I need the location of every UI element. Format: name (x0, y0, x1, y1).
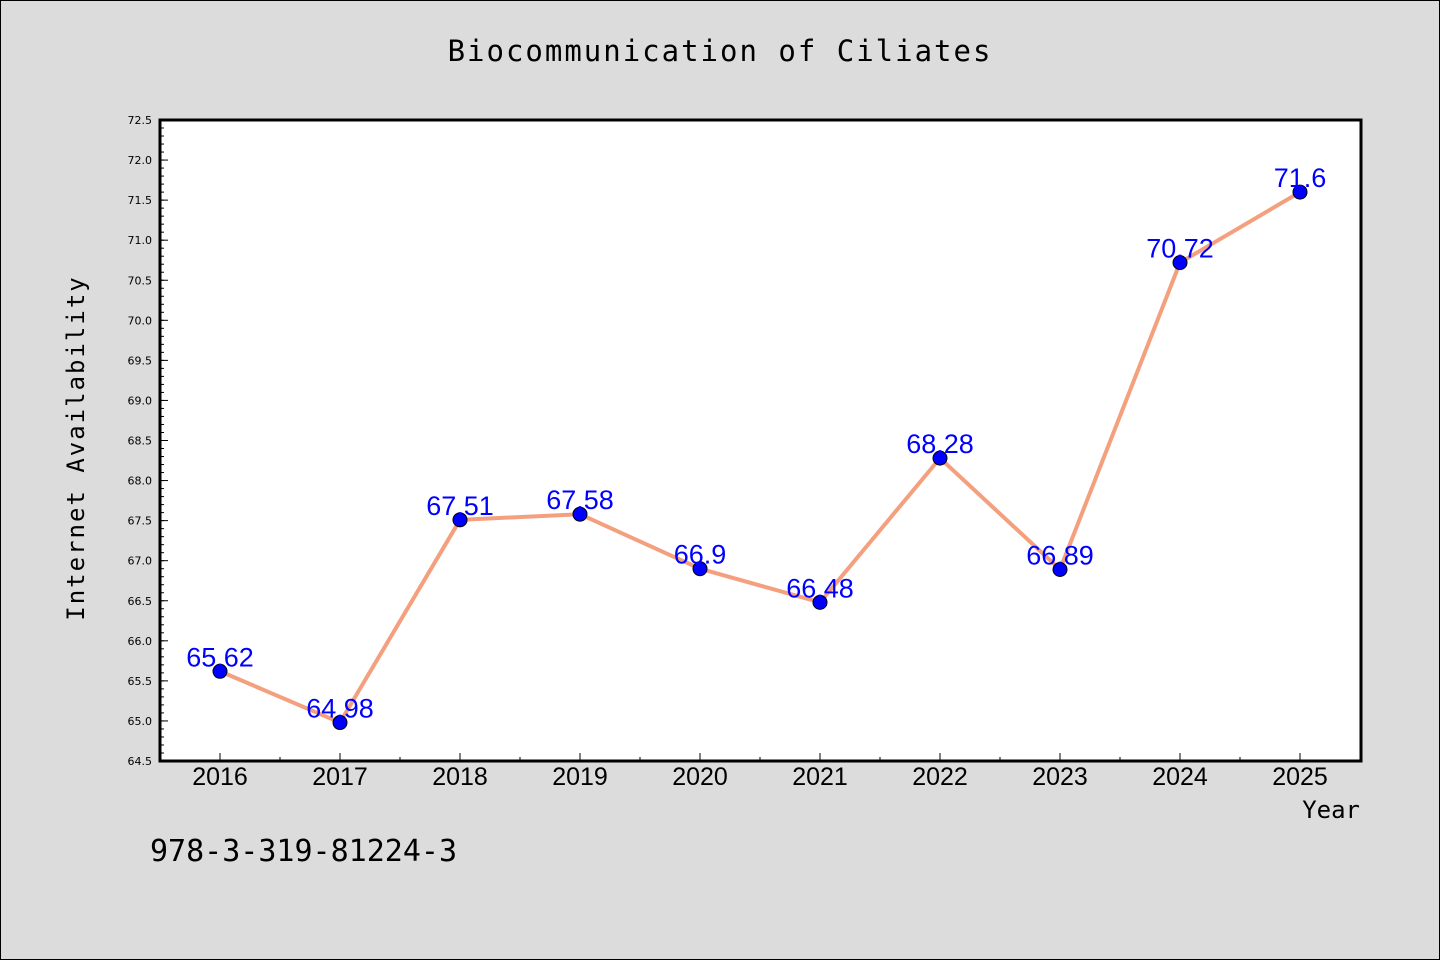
data-label: 64.98 (306, 694, 374, 724)
y-tick-label: 67.0 (128, 555, 153, 568)
y-axis: 64.5 65.0 65.5 66.0 66.5 67.0 67.5 68.0 68.5 69.0… (128, 114, 168, 768)
y-tick-label: 70.0 (128, 314, 153, 327)
isbn-caption: 978-3-319-81224-3 (150, 834, 458, 869)
data-point (572, 506, 588, 522)
y-tick-label: 65.0 (128, 715, 153, 728)
data-point (1052, 562, 1068, 578)
data-label: 66.48 (786, 573, 854, 603)
data-label: 66.9 (674, 540, 727, 570)
y-tick-label: 69.5 (128, 354, 153, 367)
data-point (452, 512, 468, 528)
data-point (332, 715, 348, 731)
x-axis: 2016 2017 2018 2019 2020 2021 2022 2023 2024 2025 (192, 753, 1361, 791)
series-layer: 65.62 64.98 67.51 67.58 66.9 66.48 68.28 66.89 7… (186, 163, 1327, 731)
y-tick-label: 72.0 (128, 154, 153, 167)
data-label: 68.28 (906, 429, 974, 459)
data-point (932, 450, 948, 466)
data-label: 65.62 (186, 642, 254, 672)
x-tick-label: 2017 (312, 763, 368, 791)
data-point (1292, 184, 1308, 200)
data-label: 67.58 (546, 485, 614, 515)
y-tick-label: 71.5 (128, 194, 153, 207)
y-tick-label: 72.5 (128, 114, 153, 127)
y-tick-label: 64.5 (128, 755, 153, 768)
data-point (212, 663, 228, 679)
data-label: 67.51 (426, 491, 494, 521)
y-tick-label: 65.5 (128, 675, 153, 688)
x-tick-label: 2020 (672, 763, 728, 791)
y-tick-label: 68.5 (128, 435, 153, 448)
y-tick-label: 66.5 (128, 595, 153, 608)
series-line (219, 190, 1302, 725)
data-point (692, 561, 708, 577)
y-tick-label: 71.0 (128, 234, 153, 247)
x-axis-title: Year (1302, 796, 1360, 824)
data-label: 70.72 (1146, 234, 1214, 264)
y-tick-label: 70.5 (128, 274, 153, 287)
x-tick-label: 2024 (1152, 763, 1208, 791)
x-tick-label: 2025 (1272, 763, 1328, 791)
x-tick-label: 2016 (192, 763, 248, 791)
plot-area (158, 118, 1363, 763)
y-tick-label: 67.5 (128, 515, 153, 528)
data-label: 66.89 (1026, 541, 1094, 571)
x-tick-label: 2023 (1032, 763, 1088, 791)
data-point (812, 594, 828, 610)
data-point (1172, 255, 1188, 271)
chart-title: Biocommunication of Ciliates (447, 34, 993, 68)
y-tick-label: 69.0 (128, 394, 153, 407)
x-tick-label: 2021 (792, 763, 848, 791)
x-tick-label: 2022 (912, 763, 968, 791)
y-tick-label: 66.0 (128, 635, 153, 648)
y-tick-label: 68.0 (128, 475, 153, 488)
data-label: 71.6 (1274, 163, 1327, 193)
x-tick-label: 2018 (432, 763, 488, 791)
x-tick-label: 2019 (552, 763, 608, 791)
